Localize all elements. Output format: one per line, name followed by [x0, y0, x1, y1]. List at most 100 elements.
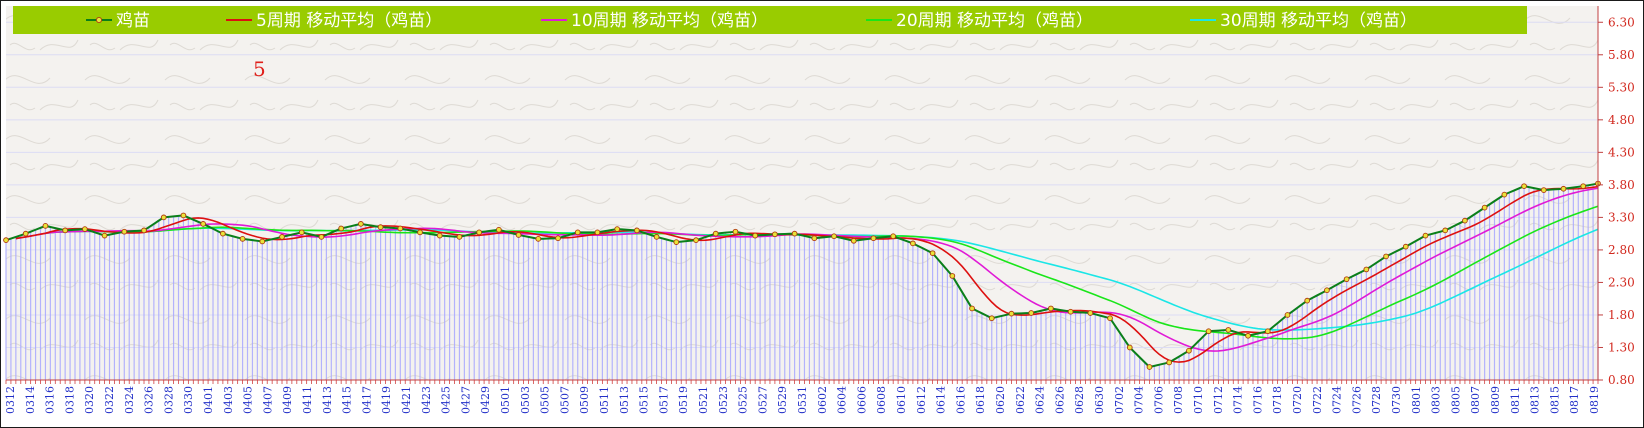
x-tick-label: 0324: [123, 386, 136, 414]
price-marker: [496, 226, 502, 233]
x-tick-label: 0704: [1133, 386, 1146, 414]
x-tick-label: 0505: [539, 386, 552, 414]
y-tick-label: 5.30: [1608, 80, 1635, 94]
x-tick-label: 0513: [618, 386, 631, 414]
price-marker: [1008, 310, 1015, 317]
x-tick-label: 0803: [1430, 386, 1443, 414]
price-marker: [141, 227, 147, 234]
x-tick-label: 0622: [1014, 386, 1027, 414]
x-tick-label: 0616: [954, 386, 967, 414]
price-marker: [22, 230, 29, 237]
price-marker: [1422, 232, 1429, 239]
legend-label: 5周期 移动平均（鸡苗）: [256, 11, 442, 31]
x-tick-label: 0714: [1232, 386, 1245, 414]
price-marker: [1324, 287, 1330, 294]
x-tick-label: 0716: [1251, 386, 1264, 414]
price-marker: [377, 224, 384, 230]
y-tick-label: 4.80: [1608, 113, 1635, 127]
x-tick-label: 0316: [44, 386, 57, 414]
price-marker: [969, 305, 975, 312]
x-tick-label: 0419: [380, 386, 393, 414]
x-tick-label: 0411: [301, 386, 314, 414]
x-tick-label: 0626: [1053, 386, 1066, 414]
x-tick-label: 0819: [1588, 386, 1601, 414]
price-marker: [200, 221, 207, 227]
price-marker: [752, 232, 759, 239]
x-tick-label: 0519: [677, 386, 690, 414]
x-tick-label: 0511: [598, 386, 611, 414]
x-tick-label: 0728: [1370, 386, 1383, 414]
price-marker: [1343, 276, 1350, 283]
x-tick-label: 0525: [737, 386, 750, 414]
x-tick-label: 0730: [1390, 386, 1403, 414]
x-tick-label: 0523: [717, 386, 730, 414]
price-marker: [180, 212, 187, 219]
x-tick-label: 0314: [24, 386, 37, 414]
price-marker: [82, 226, 88, 232]
x-tick-label: 0417: [360, 386, 373, 414]
price-marker: [62, 227, 68, 234]
x-tick-label: 0811: [1509, 386, 1522, 414]
price-marker: [1126, 344, 1133, 351]
series-line-ma9: [15, 185, 1599, 363]
x-tick-label: 0425: [440, 386, 453, 414]
x-tick-label: 0328: [162, 386, 175, 414]
price-marker: [614, 226, 621, 232]
x-tick-label: 0724: [1331, 386, 1344, 414]
x-tick-label: 0606: [855, 386, 868, 414]
price-marker: [673, 239, 680, 245]
price-marker: [239, 236, 246, 242]
x-tick-label: 0501: [499, 386, 512, 414]
x-tick-label: 0710: [1192, 386, 1205, 414]
x-tick-label: 0801: [1410, 386, 1423, 414]
price-marker: [436, 232, 443, 239]
price-marker: [358, 221, 364, 227]
x-tick-label: 0318: [63, 386, 76, 414]
price-marker: [831, 233, 837, 240]
plot-area: [6, 6, 1598, 380]
price-marker: [653, 234, 660, 240]
price-marker: [1205, 328, 1212, 335]
legend-label: 鸡苗: [116, 11, 150, 31]
legend-label: 10周期 移动平均（鸡苗）: [571, 11, 768, 31]
price-marker: [1067, 308, 1074, 315]
price-marker: [1087, 310, 1094, 316]
x-tick-label: 0415: [341, 386, 354, 414]
x-tick-label: 0403: [222, 386, 235, 414]
x-tick-label: 0610: [895, 386, 908, 414]
price-marker: [1521, 183, 1527, 190]
x-tick-label: 0708: [1172, 386, 1185, 414]
price-marker: [772, 231, 778, 238]
price-marker: [220, 230, 226, 237]
price-marker: [1540, 187, 1547, 193]
x-tick-label: 0614: [935, 386, 948, 414]
y-tick-label: 1.80: [1608, 308, 1635, 322]
price-marker: [1560, 185, 1567, 192]
x-tick-label: 0618: [974, 386, 987, 414]
price-marker: [988, 315, 995, 322]
price-marker: [476, 229, 483, 236]
price-marker: [1383, 253, 1389, 260]
price-marker: [417, 229, 423, 236]
price-marker: [3, 237, 9, 244]
price-marker: [101, 232, 108, 239]
x-tick-label: 0608: [875, 386, 888, 414]
x-tick-label: 0509: [578, 386, 591, 414]
price-marker: [1363, 266, 1370, 273]
legend-label: 30周期 移动平均（鸡苗）: [1220, 11, 1417, 31]
x-tick-label: 0612: [915, 386, 928, 414]
price-marker: [811, 235, 818, 242]
x-tick-label: 0702: [1113, 386, 1126, 414]
price-marker: [338, 225, 345, 232]
price-marker: [298, 229, 305, 236]
price-marker: [890, 233, 897, 240]
x-tick-label: 0330: [182, 386, 195, 414]
x-tick-label: 0429: [479, 386, 492, 414]
x-tick-label: 0722: [1311, 386, 1324, 414]
annotation-label: 5: [253, 57, 266, 81]
legend-label: 20周期 移动平均（鸡苗）: [896, 11, 1093, 31]
x-tick-label: 0720: [1291, 386, 1304, 414]
y-tick-label: 5.80: [1608, 48, 1635, 62]
price-marker: [1580, 183, 1587, 190]
price-marker: [1402, 243, 1409, 250]
